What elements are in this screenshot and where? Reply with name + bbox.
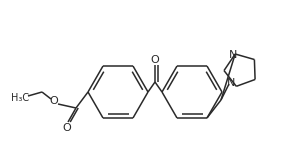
Text: O: O [151,55,159,65]
Text: N: N [227,78,235,88]
Text: O: O [50,96,58,106]
Text: N: N [229,50,237,60]
Text: H₃C: H₃C [11,93,29,103]
Text: O: O [63,123,71,133]
